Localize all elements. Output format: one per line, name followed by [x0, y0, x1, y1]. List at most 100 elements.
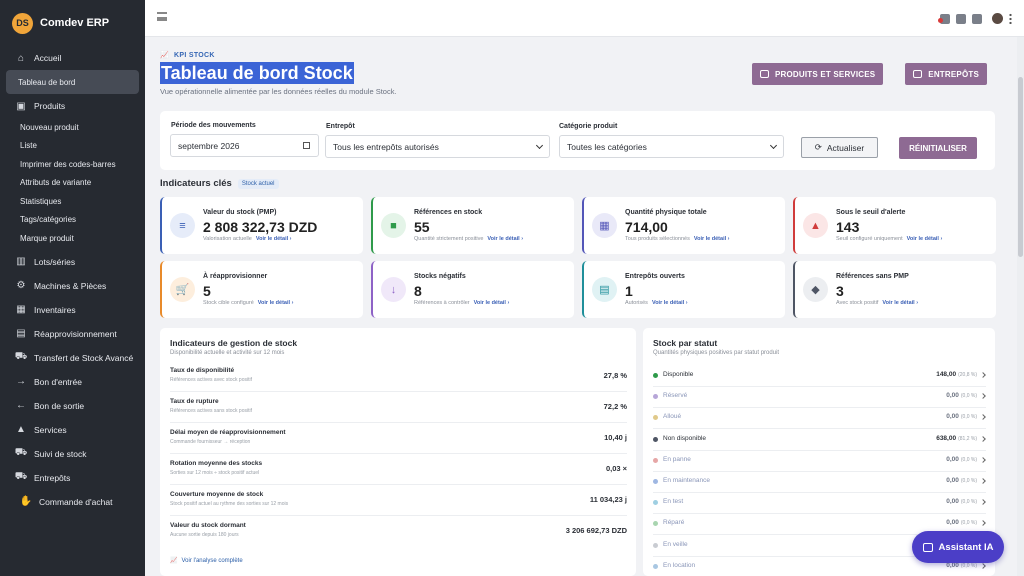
- robot-icon: [922, 542, 933, 552]
- status-qty: 638,00: [936, 434, 957, 442]
- notification-icon[interactable]: [938, 13, 950, 24]
- sidebar-item-transfert[interactable]: ⛟ Transfert de Stock Avancé: [0, 346, 145, 370]
- card-detail-link[interactable]: Voir le détail ›: [257, 300, 294, 306]
- chevron-right-icon: [980, 372, 986, 378]
- sidebar-item-bon-entree[interactable]: → Bon d'entrée: [0, 370, 145, 394]
- assistant-ia-button[interactable]: Assistant IA: [912, 531, 1004, 563]
- indicator-value: 3 206 692,73 DZD: [565, 526, 627, 535]
- card-detail-link[interactable]: Voir le détail ›: [487, 236, 524, 242]
- indicator-value: 27,8 %: [603, 371, 627, 380]
- sidebar-subitem-liste[interactable]: Liste: [0, 137, 145, 156]
- status-row[interactable]: Disponible 148,00 (20,8 %): [653, 366, 986, 387]
- sidebar-subitem-statistiques[interactable]: Statistiques: [0, 192, 145, 211]
- status-row[interactable]: En test 0,00 (0,0 %): [653, 493, 986, 515]
- warehouses-button[interactable]: ENTREPÔTS: [905, 63, 987, 85]
- gears-icon: ⚙: [16, 280, 26, 291]
- card-detail-link[interactable]: Voir le détail ›: [473, 300, 510, 306]
- card-detail-link[interactable]: Voir le détail ›: [882, 300, 919, 306]
- sidebar-item-reappro[interactable]: ▤ Réapprovisionnement: [0, 322, 145, 346]
- status-row[interactable]: En location 0,00 (0,0 %): [653, 557, 986, 576]
- card-value: 55: [414, 219, 430, 235]
- sidebar-nav: ⌂ Accueil Tableau de bord ▣ Produits Nouve…: [0, 46, 145, 514]
- card-value: 1: [625, 283, 633, 299]
- sidebar-item-produits[interactable]: ▣ Produits: [0, 94, 145, 118]
- card-subtitle-text: Références à contrôler: [414, 300, 470, 306]
- kpi-card[interactable]: ↓ Stocks négatifs 8 Références à contrôler V…: [371, 261, 574, 318]
- sidebar-subitem-attributs[interactable]: Attributs de variante: [0, 174, 145, 193]
- sidebar-item-label: Tableau de bord: [18, 77, 76, 87]
- sidebar-item-suivi[interactable]: ⛟ Suivi de stock: [0, 442, 145, 466]
- sidebar-item-bon-sortie[interactable]: ← Bon de sortie: [0, 394, 145, 418]
- status-pct: (0,0 %): [960, 520, 977, 527]
- panel-title: Indicateurs de gestion de stock: [170, 338, 298, 348]
- period-input[interactable]: septembre 2026: [170, 134, 319, 157]
- kpi-card[interactable]: 🛒 À réapprovisionner 5 Stock cible configur…: [160, 261, 363, 318]
- status-dot: [653, 373, 658, 378]
- kpi-card[interactable]: ▲ Sous le seuil d'alerte 143 Seuil configur…: [793, 197, 996, 254]
- sidebar-item-commande[interactable]: ✋ Commande d'achat: [0, 490, 145, 514]
- status-value: 0,00(0,0 %): [946, 413, 977, 420]
- kpi-card[interactable]: ▦ Quantité physique totale 714,00 Tous prod…: [582, 197, 785, 254]
- kpi-card[interactable]: ≡ Valeur du stock (PMP) 2 808 322,73 DZD Va…: [160, 197, 363, 254]
- section-title-text: Indicateurs clés: [160, 178, 232, 189]
- products-services-button[interactable]: PRODUITS ET SERVICES: [751, 63, 884, 85]
- status-name: En location: [663, 561, 696, 569]
- sidebar-subitem-marque[interactable]: Marque produit: [0, 229, 145, 248]
- status-row[interactable]: Alloué 0,00 (0,0 %): [653, 408, 986, 430]
- card-title: Références en stock: [414, 209, 483, 216]
- more-menu-icon[interactable]: [1009, 13, 1012, 24]
- panel-title: Stock par statut: [653, 338, 718, 348]
- card-title: À réapprovisionner: [203, 273, 268, 280]
- menu-toggle-icon[interactable]: [157, 12, 167, 21]
- button-label: PRODUITS ET SERVICES: [774, 69, 876, 79]
- avatar[interactable]: [992, 13, 1003, 24]
- status-row[interactable]: Non disponible 638,00 (81,2 %): [653, 430, 986, 451]
- sidebar-item-label: Marque produit: [20, 233, 74, 243]
- status-dot: [653, 521, 658, 527]
- brand[interactable]: DS Comdev ERP: [0, 0, 145, 46]
- card-detail-link[interactable]: Voir le détail ›: [255, 236, 292, 242]
- status-row[interactable]: Réparé 0,00 (0,0 %): [653, 514, 986, 536]
- card-value: 2 808 322,73 DZD: [203, 219, 318, 235]
- scrollbar[interactable]: [1017, 37, 1024, 576]
- chevron-right-icon: [980, 456, 986, 463]
- card-detail-link[interactable]: Voir le détail ›: [651, 300, 688, 306]
- card-subtitle-text: Quantité strictement positive: [414, 236, 484, 242]
- status-dot: [653, 415, 658, 421]
- status-row[interactable]: En panne 0,00 (0,0 %): [653, 451, 986, 472]
- status-row[interactable]: Réservé 0,00 (0,0 %): [653, 387, 986, 409]
- sidebar-item-entrepots[interactable]: ⛟ Entrepôts: [0, 466, 145, 490]
- sidebar-item-lots[interactable]: ▥ Lots/séries: [0, 250, 145, 274]
- sidebar-subitem-codes-barres[interactable]: Imprimer des codes-barres: [0, 155, 145, 174]
- reset-button[interactable]: RÉINITIALISER: [899, 137, 977, 159]
- sidebar-item-services[interactable]: ▲ Services: [0, 418, 145, 442]
- kpi-card[interactable]: ■ Références en stock 55 Quantité stricteme…: [371, 197, 574, 254]
- warehouse-select[interactable]: Tous les entrepôts autorisés: [325, 135, 550, 158]
- page-subtitle: Vue opérationnelle alimentée par les don…: [160, 87, 397, 96]
- category-select[interactable]: Toutes les catégories: [559, 135, 784, 158]
- refresh-button[interactable]: ⟳ Actualiser: [801, 137, 878, 158]
- clipboard-icon[interactable]: [972, 13, 982, 24]
- status-value: 0,00(0,0 %): [946, 519, 977, 526]
- kpi-card[interactable]: ▤ Entrepôts ouverts 1 Autorisés Voir le déta…: [582, 261, 785, 318]
- button-label: ENTREPÔTS: [928, 69, 979, 79]
- sidebar-subitem-tags[interactable]: Tags/catégories: [0, 211, 145, 230]
- sidebar-subitem-nouveau-produit[interactable]: Nouveau produit: [0, 118, 145, 137]
- status-row[interactable]: En maintenance 0,00 (0,0 %): [653, 472, 986, 493]
- full-analysis-link[interactable]: 📈 Voir l'analyse complète: [170, 557, 243, 565]
- sidebar-item-tableau-de-bord[interactable]: Tableau de bord: [6, 70, 139, 94]
- arrow-right-icon: →: [16, 376, 26, 387]
- card-detail-link[interactable]: Voir le détail ›: [693, 236, 730, 242]
- sidebar-item-accueil[interactable]: ⌂ Accueil: [0, 46, 145, 70]
- card-subtitle: Références à contrôler Voir le détail ›: [414, 300, 509, 306]
- card-subtitle-text: Tous produits sélectionnés: [625, 236, 690, 242]
- sidebar-item-label: Accueil: [34, 53, 62, 63]
- chat-icon[interactable]: [956, 13, 966, 24]
- sidebar-item-machines[interactable]: ⚙ Machines & Pièces: [0, 274, 145, 298]
- button-label: Actualiser: [826, 142, 865, 153]
- handshake-icon: ✋: [19, 496, 33, 507]
- scrollbar-thumb[interactable]: [1018, 77, 1023, 257]
- card-detail-link[interactable]: Voir le détail ›: [906, 236, 943, 242]
- sidebar-item-inventaires[interactable]: ▦ Inventaires: [0, 298, 145, 322]
- kpi-card[interactable]: ◆ Références sans PMP 3 Avec stock positif V…: [793, 261, 996, 318]
